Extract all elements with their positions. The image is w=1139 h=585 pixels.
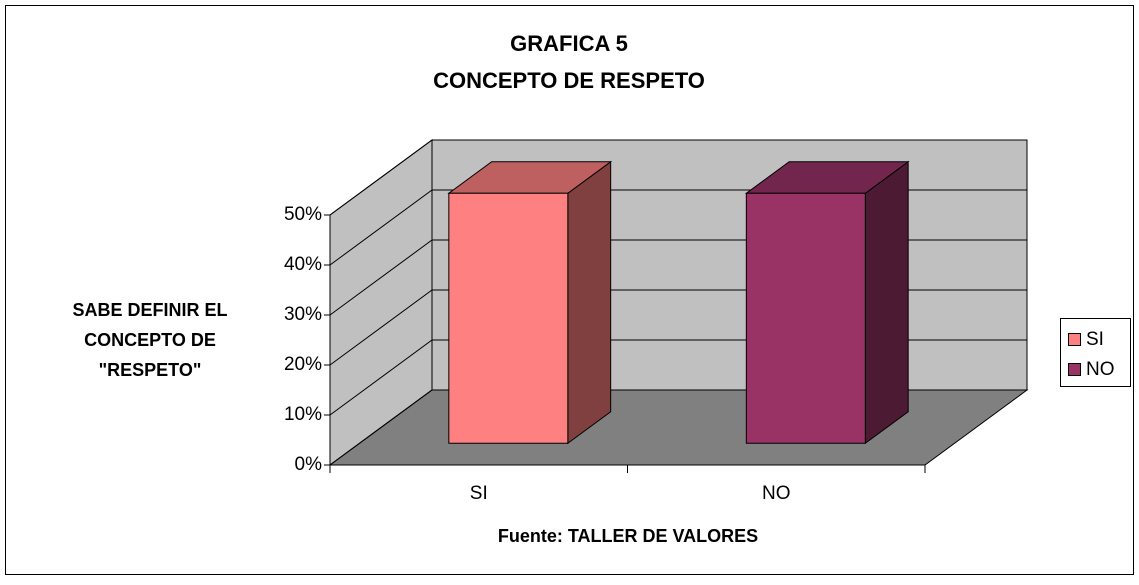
bar [448, 192, 569, 444]
y-axis-label: SABE DEFINIR EL [72, 300, 227, 320]
y-tick-label: 30% [284, 304, 322, 325]
floor [328, 389, 1029, 466]
legend-swatch [1068, 363, 1081, 376]
x-tick-label: NO [762, 483, 791, 504]
grid-line [329, 139, 1027, 216]
bar [745, 192, 866, 444]
legend-swatch [1068, 333, 1081, 346]
y-tick-label: 10% [284, 404, 322, 425]
y-tick-label: 50% [284, 204, 322, 225]
y-tick-label: 0% [295, 454, 323, 475]
chart-subtitle: CONCEPTO DE RESPETO [433, 68, 705, 93]
y-tick-label: 20% [284, 354, 322, 375]
legend-label: NO [1086, 359, 1115, 380]
legend-label: SI [1086, 329, 1104, 350]
bar-side [864, 160, 909, 445]
chart-title: GRAFICA 5 [510, 31, 628, 56]
x-tick-label: SI [470, 483, 488, 504]
x-axis-label: Fuente: TALLER DE VALORES [498, 526, 758, 546]
bar-side [567, 160, 612, 445]
y-axis-label: "RESPETO" [99, 360, 202, 380]
y-tick-label: 40% [284, 254, 322, 275]
y-axis-label: CONCEPTO DE [84, 330, 216, 350]
